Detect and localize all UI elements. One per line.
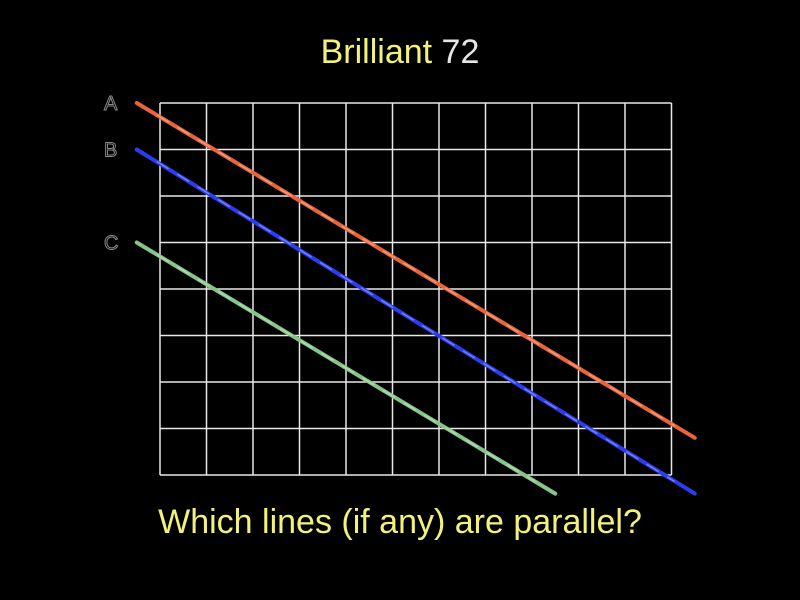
line-label-c: C bbox=[104, 233, 118, 255]
line-label-b: B bbox=[104, 140, 117, 162]
question-text: Which lines (if any) are parallel? bbox=[0, 500, 800, 544]
lines-group bbox=[137, 103, 695, 494]
line-label-a: A bbox=[104, 93, 118, 115]
line-labels-group: A B C bbox=[104, 93, 118, 255]
grid bbox=[160, 103, 672, 475]
